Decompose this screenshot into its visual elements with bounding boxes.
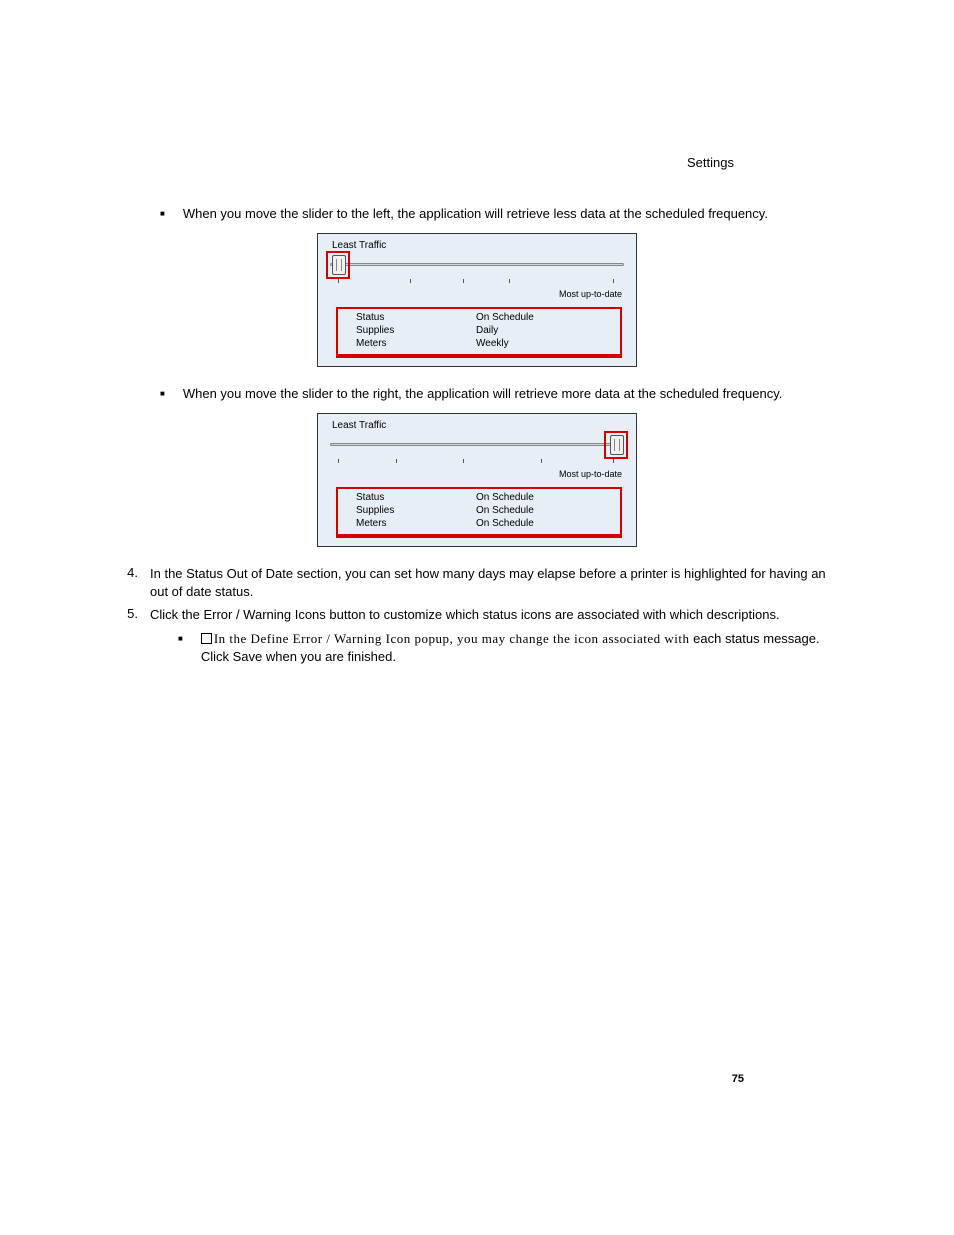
- slider-tick: [613, 459, 614, 463]
- slider-panel-right: Least Traffic Most up-to-date StatusOn S…: [317, 413, 637, 547]
- row-key: Supplies: [356, 325, 476, 336]
- table-row: MetersOn Schedule: [356, 517, 606, 530]
- row-value: On Schedule: [476, 518, 606, 529]
- step-text: Click the Error / Warning Icons button t…: [150, 606, 780, 624]
- slider-track: [330, 443, 624, 446]
- row-value: On Schedule: [476, 505, 606, 516]
- row-value: Daily: [476, 325, 606, 336]
- slider-thumb[interactable]: [332, 255, 346, 275]
- slider-tick: [410, 279, 411, 283]
- slider-tick: [338, 279, 339, 283]
- sub-bullet-serif: In the Define Error / Warning Icon popup…: [214, 631, 690, 646]
- label-most-up-to-date: Most up-to-date: [326, 289, 622, 299]
- section-header: Settings: [120, 155, 834, 170]
- label-least-traffic: Least Traffic: [332, 240, 628, 251]
- slider-thumb[interactable]: [610, 435, 624, 455]
- table-row: StatusOn Schedule: [356, 491, 606, 504]
- row-key: Supplies: [356, 505, 476, 516]
- slider-tick: [463, 279, 464, 283]
- label-least-traffic: Least Traffic: [332, 420, 628, 431]
- schedule-table: StatusOn ScheduleSuppliesDailyMetersWeek…: [356, 311, 606, 350]
- slider-ticks: [332, 459, 622, 467]
- step-5-sub-bullet: ■ In the Define Error / Warning Icon pop…: [178, 630, 834, 666]
- traffic-slider[interactable]: [326, 255, 628, 277]
- bullet-text: When you move the slider to the right, t…: [183, 385, 783, 403]
- sub-bullet-text: In the Define Error / Warning Icon popup…: [201, 630, 834, 666]
- slider-tick: [541, 459, 542, 463]
- bullet-marker-icon: ■: [160, 385, 165, 403]
- bullet-marker-icon: ■: [160, 205, 165, 223]
- row-key: Status: [356, 312, 476, 323]
- label-most-up-to-date: Most up-to-date: [326, 469, 622, 479]
- row-key: Meters: [356, 518, 476, 529]
- bullet-item-slider-left: ■ When you move the slider to the left, …: [160, 205, 834, 223]
- step-5: 5. Click the Error / Warning Icons butto…: [120, 606, 834, 624]
- step-4: 4. In the Status Out of Date section, yo…: [120, 565, 834, 600]
- bullet-text: When you move the slider to the left, th…: [183, 205, 768, 223]
- table-row: StatusOn Schedule: [356, 311, 606, 324]
- schedule-table-highlight: StatusOn ScheduleSuppliesDailyMetersWeek…: [336, 307, 622, 358]
- slider-panel-left: Least Traffic Most up-to-date StatusOn S…: [317, 233, 637, 367]
- step-number: 5.: [122, 606, 138, 621]
- row-key: Status: [356, 492, 476, 503]
- table-row: SuppliesOn Schedule: [356, 504, 606, 517]
- row-value: On Schedule: [476, 312, 606, 323]
- page-number: 75: [732, 1073, 744, 1085]
- bullet-item-slider-right: ■ When you move the slider to the right,…: [160, 385, 834, 403]
- step-number: 4.: [122, 565, 138, 580]
- slider-tick: [509, 279, 510, 283]
- slider-track: [330, 263, 624, 266]
- slider-tick: [338, 459, 339, 463]
- checkbox-icon: [201, 633, 212, 644]
- schedule-table: StatusOn ScheduleSuppliesOn ScheduleMete…: [356, 491, 606, 530]
- step-text: In the Status Out of Date section, you c…: [150, 565, 834, 600]
- slider-tick: [463, 459, 464, 463]
- row-value: On Schedule: [476, 492, 606, 503]
- row-value: Weekly: [476, 338, 606, 349]
- table-row: SuppliesDaily: [356, 324, 606, 337]
- slider-tick: [396, 459, 397, 463]
- row-key: Meters: [356, 338, 476, 349]
- schedule-table-highlight: StatusOn ScheduleSuppliesOn ScheduleMete…: [336, 487, 622, 538]
- traffic-slider[interactable]: [326, 435, 628, 457]
- bullet-marker-icon: ■: [178, 630, 183, 648]
- slider-tick: [613, 279, 614, 283]
- table-row: MetersWeekly: [356, 337, 606, 350]
- slider-ticks: [332, 279, 622, 287]
